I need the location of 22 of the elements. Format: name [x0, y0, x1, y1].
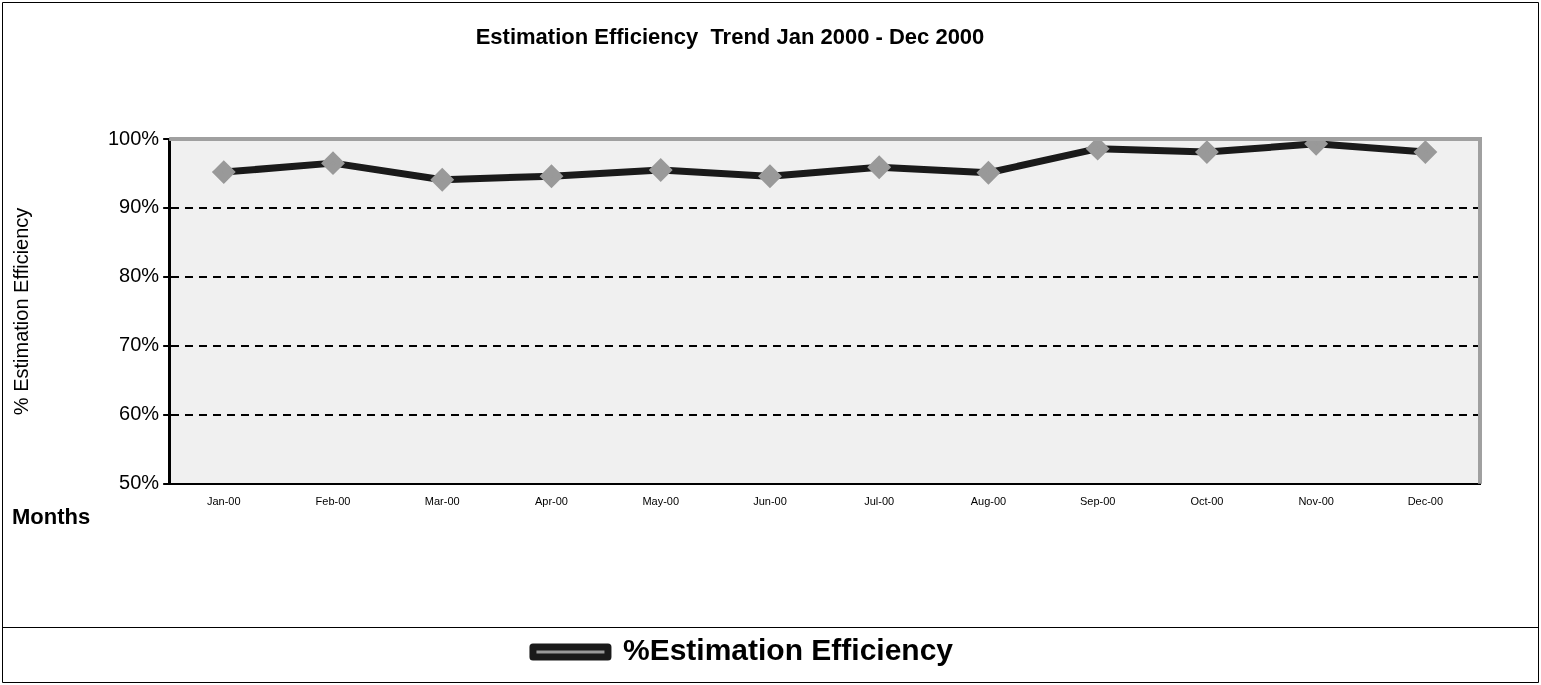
y-tick-label: 50%: [119, 471, 160, 494]
y-tick-label: 60%: [119, 402, 160, 425]
x-tick-label: Oct-00: [1190, 495, 1224, 508]
y-tick-label: 70%: [119, 333, 160, 356]
x-tick-label: Aug-00: [970, 495, 1007, 508]
y-tick-label: 100%: [108, 126, 160, 149]
legend-label: %Estimation Efficiency: [622, 633, 954, 667]
x-tick-label: Sep-00: [1079, 495, 1116, 508]
chart-title: Estimation Efficiency Trend Jan 2000 - Dec 2000: [475, 24, 985, 50]
x-tick-label: Nov-00: [1298, 495, 1334, 508]
x-axis-title: Months: [12, 503, 91, 529]
x-tick-label: May-00: [642, 495, 680, 508]
x-tick-label: Jan-00: [206, 495, 241, 508]
y-tick-label: 90%: [119, 195, 160, 218]
y-tick-label: 80%: [119, 264, 160, 287]
x-tick-label: Mar-00: [424, 495, 460, 508]
x-tick-label: Dec-00: [1407, 495, 1444, 508]
x-tick-label: Jul-00: [864, 495, 895, 508]
x-tick-label: Jun-00: [753, 495, 787, 508]
x-tick-label: Feb-00: [315, 495, 351, 508]
x-tick-label: Apr-00: [534, 495, 568, 508]
y-axis-title: % Estimation Efficiency: [9, 207, 32, 416]
